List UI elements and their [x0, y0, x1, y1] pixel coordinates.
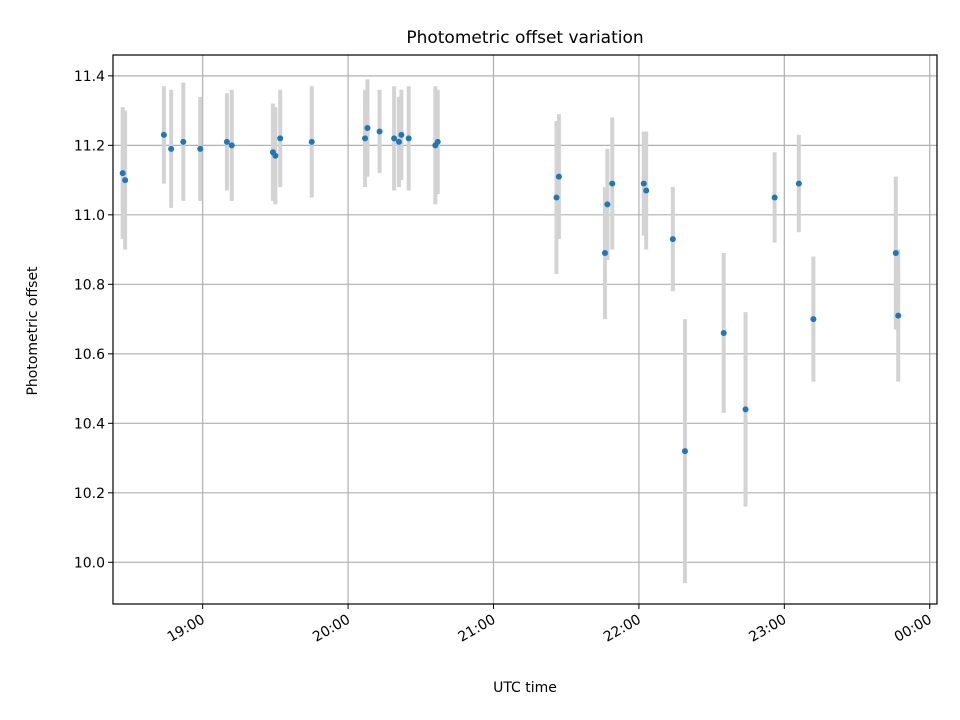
y-tick-label: 10.8 [74, 277, 105, 293]
data-point [160, 131, 167, 138]
y-tick-label: 11.4 [74, 69, 105, 85]
data-point [742, 406, 749, 413]
y-axis-label: Photometric offset [25, 266, 41, 396]
y-tick-label: 11.2 [74, 138, 105, 154]
data-point [771, 194, 778, 201]
data-point [553, 194, 560, 201]
data-point [601, 250, 608, 257]
data-point [223, 138, 230, 145]
x-tick-label: 00:00 [892, 612, 935, 646]
data-point [720, 329, 727, 336]
data-point [892, 250, 899, 257]
x-tick-label: 20:00 [310, 612, 353, 646]
y-tick-label: 11.0 [74, 208, 105, 224]
x-tick-label: 21:00 [456, 612, 499, 646]
x-tick-label: 22:00 [601, 612, 644, 646]
data-point [895, 312, 902, 319]
data-point [398, 131, 405, 138]
data-point [405, 135, 412, 142]
errorbars [120, 79, 901, 584]
data-point [681, 448, 688, 455]
data-point [197, 145, 204, 152]
y-tick-label: 10.0 [74, 555, 105, 571]
data-point [643, 187, 650, 194]
x-tick-label: 23:00 [746, 612, 789, 646]
data-point [669, 236, 676, 243]
data-point [640, 180, 647, 187]
data-point [362, 135, 369, 142]
y-tick-label: 10.2 [74, 486, 105, 502]
data-point [168, 145, 175, 152]
y-tick-label: 10.4 [74, 416, 105, 432]
x-axis-label: UTC time [493, 680, 557, 696]
data-point [555, 173, 562, 180]
data-point [277, 135, 284, 142]
data-point [609, 180, 616, 187]
data-point [364, 124, 371, 131]
data-point [228, 142, 235, 149]
data-point [122, 177, 129, 184]
data-point [795, 180, 802, 187]
data-point [376, 128, 383, 135]
data-point [395, 138, 402, 145]
data-points [119, 124, 902, 455]
data-point [119, 170, 126, 177]
data-point [604, 201, 611, 208]
plot-frame [112, 54, 938, 605]
data-point [308, 138, 315, 145]
y-tick-label: 10.6 [74, 347, 105, 363]
data-point [272, 152, 279, 159]
chart-title: Photometric offset variation [406, 28, 643, 48]
data-point [434, 138, 441, 145]
data-point [391, 135, 398, 142]
data-point [810, 316, 817, 323]
data-point [180, 138, 187, 145]
x-tick-label: 19:00 [165, 612, 208, 646]
